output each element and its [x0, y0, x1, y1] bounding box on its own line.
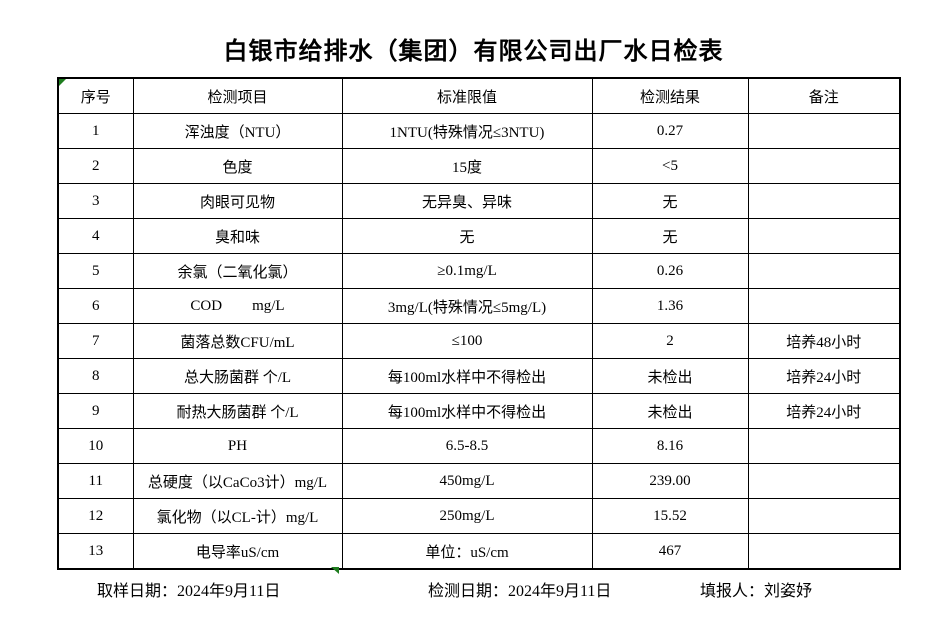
cell-test-result: 1.36	[591, 288, 749, 324]
cell-remark: 培养24小时	[747, 358, 901, 394]
table-header-row: 序号 检测项目 标准限值 检测结果 备注	[57, 77, 901, 114]
cell-test-item: 电导率uS/cm	[132, 533, 343, 570]
cell-standard-limit: 250mg/L	[341, 498, 593, 534]
report-title: 白银市给排水（集团）有限公司出厂水日检表	[223, 39, 724, 65]
header-serial-number: 序号	[57, 77, 134, 114]
table-row: 3 肉眼可见物 无异臭、异味 无	[57, 183, 901, 219]
cell-standard-limit: 每100ml水样中不得检出	[341, 393, 593, 429]
cell-remark	[747, 113, 901, 149]
cell-test-result: 无	[591, 183, 749, 219]
cell-serial-number: 13	[57, 533, 134, 570]
table-row: 2 色度 15度 <5	[57, 148, 901, 184]
cell-serial-number: 12	[57, 498, 134, 534]
cell-test-result: 0.26	[591, 253, 749, 289]
cell-remark	[747, 253, 901, 289]
table-row: 4 臭和味 无 无	[57, 218, 901, 254]
cell-serial-number: 2	[57, 148, 134, 184]
cell-test-item: 氯化物（以CL-计）mg/L	[132, 498, 343, 534]
cell-standard-limit: 无异臭、异味	[341, 183, 593, 219]
table-row: 12 氯化物（以CL-计）mg/L 250mg/L 15.52	[57, 498, 901, 534]
table-row: 1 浑浊度（NTU） 1NTU(特殊情况≤3NTU) 0.27	[57, 113, 901, 149]
cell-test-result: 2	[591, 323, 749, 359]
table-body: 1 浑浊度（NTU） 1NTU(特殊情况≤3NTU) 0.27 2 色度 15度…	[57, 113, 901, 570]
table-row: 9 耐热大肠菌群 个/L 每100ml水样中不得检出 未检出 培养24小时	[57, 393, 901, 429]
cell-remark	[747, 498, 901, 534]
cell-serial-number: 1	[57, 113, 134, 149]
cell-remark	[747, 218, 901, 254]
cell-test-result: 0.27	[591, 113, 749, 149]
cell-standard-limit: 1NTU(特殊情况≤3NTU)	[341, 113, 593, 149]
cell-test-result: 未检出	[591, 393, 749, 429]
cell-remark: 培养48小时	[747, 323, 901, 359]
cell-test-item: 浑浊度（NTU）	[132, 113, 343, 149]
cell-test-result: <5	[591, 148, 749, 184]
table-row: 5 余氯（二氧化氯） ≥0.1mg/L 0.26	[57, 253, 901, 289]
cell-test-item: 臭和味	[132, 218, 343, 254]
header-test-item: 检测项目	[132, 77, 343, 114]
table-row: 8 总大肠菌群 个/L 每100ml水样中不得检出 未检出 培养24小时	[57, 358, 901, 394]
cell-test-item: 耐热大肠菌群 个/L	[132, 393, 343, 429]
cell-remark	[747, 148, 901, 184]
cell-test-item: 色度	[132, 148, 343, 184]
cell-standard-limit: 15度	[341, 148, 593, 184]
table-row: 7 菌落总数CFU/mL ≤100 2 培养48小时	[57, 323, 901, 359]
cell-test-result: 15.52	[591, 498, 749, 534]
cell-standard-limit: 每100ml水样中不得检出	[341, 358, 593, 394]
cell-test-item: 余氯（二氧化氯）	[132, 253, 343, 289]
cell-test-item: 肉眼可见物	[132, 183, 343, 219]
cell-remark: 培养24小时	[747, 393, 901, 429]
header-standard-limit: 标准限值	[341, 77, 593, 114]
cell-test-item: 总大肠菌群 个/L	[132, 358, 343, 394]
cell-remark	[747, 183, 901, 219]
cell-remark	[747, 288, 901, 324]
cell-standard-limit: 450mg/L	[341, 463, 593, 499]
reporter-name: 填报人：刘姿妤	[700, 583, 813, 600]
cell-remark	[747, 533, 901, 570]
table-row: 11 总硬度（以CaCo3计）mg/L 450mg/L 239.00	[57, 463, 901, 499]
cell-test-item: 菌落总数CFU/mL	[132, 323, 343, 359]
table-row: 10 PH 6.5-8.5 8.16	[57, 428, 901, 464]
sampling-date: 取样日期：2024年9月11日	[97, 583, 281, 600]
cell-test-item: PH	[132, 428, 343, 464]
cell-remark	[747, 463, 901, 499]
cell-serial-number: 8	[57, 358, 134, 394]
cell-standard-limit: 无	[341, 218, 593, 254]
header-test-result: 检测结果	[591, 77, 749, 114]
cell-test-result: 467	[591, 533, 749, 570]
cell-serial-number: 11	[57, 463, 134, 499]
cell-test-result: 8.16	[591, 428, 749, 464]
inspection-table: 序号 检测项目 标准限值 检测结果 备注 1 浑浊度（NTU） 1NTU(特殊情…	[57, 77, 901, 570]
cell-standard-limit: ≤100	[341, 323, 593, 359]
table-row: 13 电导率uS/cm 单位：uS/cm 467	[57, 533, 901, 570]
cell-serial-number: 3	[57, 183, 134, 219]
excel-cell-marker-icon	[331, 567, 339, 574]
header-remark: 备注	[747, 77, 901, 114]
cell-standard-limit: 6.5-8.5	[341, 428, 593, 464]
cell-serial-number: 6	[57, 288, 134, 324]
cell-test-item: COD mg/L	[132, 288, 343, 324]
cell-serial-number: 7	[57, 323, 134, 359]
cell-serial-number: 4	[57, 218, 134, 254]
cell-remark	[747, 428, 901, 464]
cell-serial-number: 10	[57, 428, 134, 464]
cell-serial-number: 5	[57, 253, 134, 289]
testing-date: 检测日期：2024年9月11日	[428, 583, 612, 600]
cell-test-result: 239.00	[591, 463, 749, 499]
cell-test-item: 总硬度（以CaCo3计）mg/L	[132, 463, 343, 499]
excel-cell-marker-icon	[59, 79, 66, 86]
cell-test-result: 未检出	[591, 358, 749, 394]
cell-test-result: 无	[591, 218, 749, 254]
cell-standard-limit: 3mg/L(特殊情况≤5mg/L)	[341, 288, 593, 324]
cell-standard-limit: 单位：uS/cm	[341, 533, 593, 570]
cell-standard-limit: ≥0.1mg/L	[341, 253, 593, 289]
report-footer: 取样日期：2024年9月11日 检测日期：2024年9月11日 填报人：刘姿妤	[0, 577, 947, 600]
cell-serial-number: 9	[57, 393, 134, 429]
table-row: 6 COD mg/L 3mg/L(特殊情况≤5mg/L) 1.36	[57, 288, 901, 324]
